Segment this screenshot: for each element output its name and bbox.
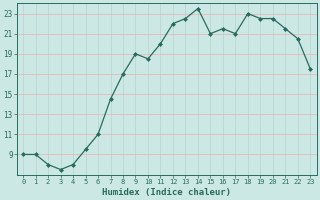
X-axis label: Humidex (Indice chaleur): Humidex (Indice chaleur) (102, 188, 231, 197)
